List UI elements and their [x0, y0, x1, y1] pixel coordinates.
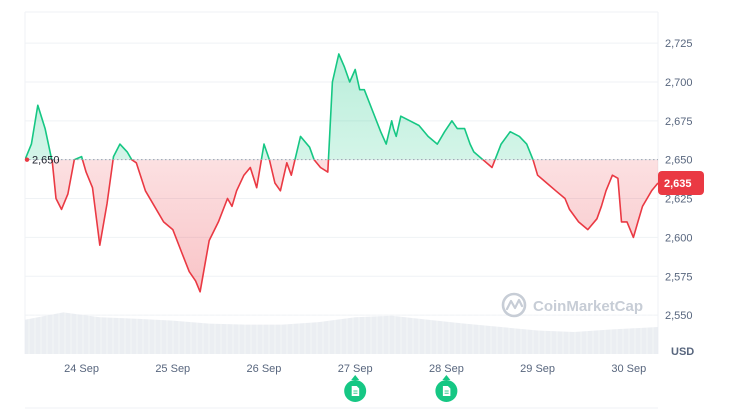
y-tick-label: 2,600 — [665, 232, 693, 244]
volume-area — [25, 305, 658, 354]
x-axis: 24 Sep 25 Sep 26 Sep 27 Sep 28 Sep 29 Sep 30 S… — [64, 363, 646, 375]
x-tick-label: 27 Sep — [338, 363, 373, 375]
event-marker[interactable] — [435, 375, 458, 402]
x-tick-label: 30 Sep — [611, 363, 646, 375]
y-axis: 2,725 2,700 2,675 2,650 2,625 2,600 2,575 2,550 — [665, 38, 693, 322]
y-tick-label: 2,675 — [665, 116, 693, 128]
area-above-reference — [25, 54, 533, 160]
price-area — [25, 54, 658, 292]
coinmarketcap-watermark: CoinMarketCap — [501, 292, 643, 318]
watermark-label: CoinMarketCap — [533, 298, 643, 315]
event-marker[interactable] — [344, 375, 367, 402]
current-price-label: 2,635 — [664, 178, 692, 190]
event-marker-pointer — [442, 375, 451, 380]
y-tick-label: 2,725 — [665, 38, 693, 50]
x-tick-label: 26 Sep — [247, 363, 282, 375]
x-tick-label: 29 Sep — [520, 363, 555, 375]
price-line-below — [25, 159, 658, 293]
event-markers — [25, 375, 658, 409]
y-tick-label: 2,700 — [665, 77, 693, 89]
reference-value-label: 2,650 — [32, 155, 60, 167]
x-tick-label: 25 Sep — [155, 363, 190, 375]
y-tick-label: 2,550 — [665, 310, 693, 322]
reference-dot — [24, 157, 30, 162]
reference-marker: 2,650 — [32, 155, 60, 167]
volume-fill — [25, 312, 658, 354]
area-below-reference — [25, 159, 658, 292]
y-tick-label: 2,575 — [665, 271, 693, 283]
coinmarketcap-logo-icon — [501, 292, 527, 318]
y-tick-label: 2,625 — [665, 194, 693, 206]
y-axis-unit: USD — [671, 346, 694, 358]
document-icon — [351, 386, 360, 396]
document-icon — [442, 386, 451, 396]
price-line — [25, 53, 658, 293]
x-tick-label: 28 Sep — [429, 363, 464, 375]
price-line-above — [25, 53, 534, 160]
x-tick-label: 24 Sep — [64, 363, 99, 375]
y-tick-label: 2,650 — [665, 155, 693, 167]
current-price-badge[interactable]: 2,635 — [658, 171, 704, 195]
event-marker-pointer — [351, 375, 360, 380]
